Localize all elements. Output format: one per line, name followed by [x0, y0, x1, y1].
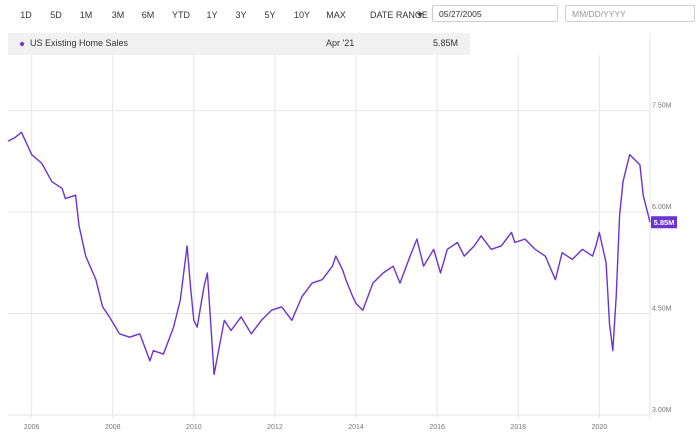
y-tick-label: 3.00M [652, 407, 672, 414]
series-line [7, 131, 651, 376]
x-tick-label: 2020 [592, 424, 608, 431]
toolbar: 1D 5D 1M 3M 6M YTD 1Y 3Y 5Y 10Y MAX DATE… [0, 0, 700, 30]
date-range-dropdown[interactable]: DATE RANGE [370, 10, 428, 20]
x-tick-label: 2018 [510, 424, 526, 431]
range-button-3m[interactable]: 3M [111, 10, 125, 20]
x-tick-label: 2010 [186, 424, 202, 431]
last-value-text: 5.85M [654, 218, 675, 227]
y-axis: 3.00M 4.50M 6.00M 7.50M [652, 103, 672, 414]
legend-series-name: US Existing Home Sales [30, 38, 129, 48]
legend-date: Apr '21 [326, 38, 355, 48]
legend-value: 5.85M [433, 38, 459, 48]
range-button-3y[interactable]: 3Y [235, 10, 247, 20]
range-button-6m[interactable]: 6M [141, 10, 155, 20]
range-button-1m[interactable]: 1M [79, 10, 93, 20]
range-button-1y[interactable]: 1Y [206, 10, 218, 20]
x-tick-label: 2014 [348, 424, 364, 431]
x-tick-label: 2008 [105, 424, 121, 431]
range-button-max[interactable]: MAX [326, 10, 346, 20]
y-tick-label: 6.00M [652, 204, 672, 211]
grid-lines [8, 33, 651, 418]
range-button-ytd[interactable]: YTD [172, 10, 190, 20]
range-button-1d[interactable]: 1D [20, 10, 32, 20]
x-tick-label: 2016 [429, 424, 445, 431]
y-tick-label: 4.50M [652, 306, 672, 313]
x-tick-label: 2012 [267, 424, 283, 431]
x-axis: 2006 2008 2010 2012 2014 2016 2018 2020 [24, 424, 607, 431]
end-date-input[interactable] [565, 5, 695, 22]
x-tick-label: 2006 [24, 424, 40, 431]
start-date-input[interactable] [432, 5, 558, 22]
range-button-5y[interactable]: 5Y [264, 10, 276, 20]
caret-down-icon[interactable] [417, 13, 423, 17]
series-dot-icon [20, 42, 24, 46]
last-value-label: 5.85M [651, 216, 677, 229]
last-value-box [651, 216, 677, 229]
range-button-5d[interactable]: 5D [50, 10, 62, 20]
series-layer [7, 131, 651, 376]
legend-bar: US Existing Home Sales Apr '21 5.85M [8, 33, 470, 55]
range-button-10y[interactable]: 10Y [293, 10, 310, 20]
y-tick-label: 7.50M [652, 103, 672, 110]
